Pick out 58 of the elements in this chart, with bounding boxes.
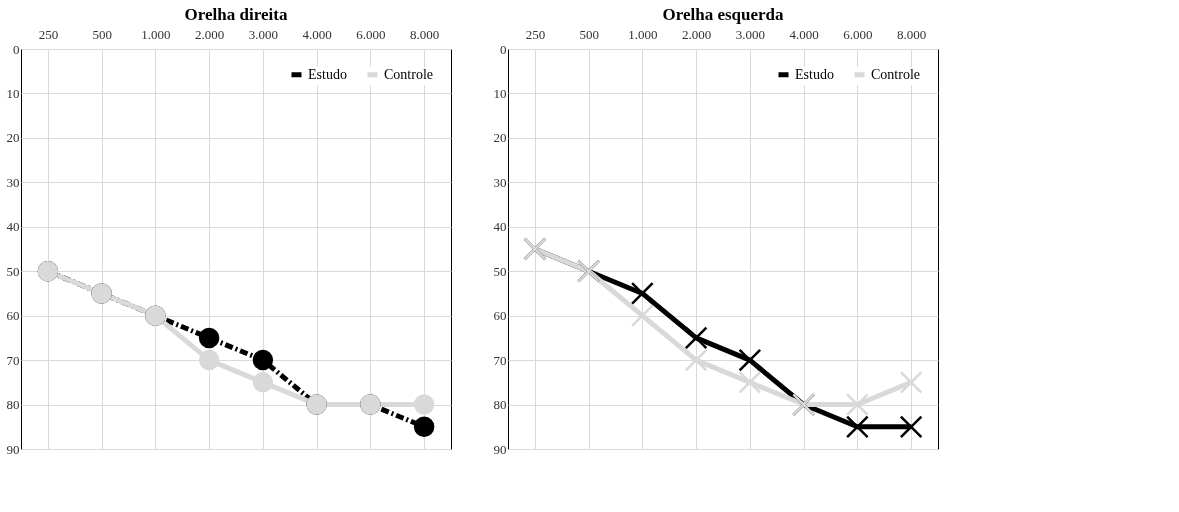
x-tick-label: 8.000 bbox=[410, 26, 440, 42]
x-tick-label: 4.000 bbox=[302, 26, 332, 42]
legend-label: Controle bbox=[871, 66, 920, 82]
y-tick-label: 20 bbox=[493, 130, 507, 146]
x-tick-label: 250 bbox=[525, 26, 546, 42]
y-tick-label: 10 bbox=[6, 85, 20, 101]
point bbox=[198, 327, 220, 349]
y-tick-label: 80 bbox=[6, 397, 20, 413]
x-tick-label: 1.000 bbox=[141, 26, 171, 42]
point bbox=[630, 281, 654, 305]
point bbox=[252, 372, 274, 393]
x-tick-label: 500 bbox=[579, 26, 599, 42]
y-tick-label: 70 bbox=[6, 352, 20, 368]
y-tick-label: 60 bbox=[6, 308, 20, 324]
x-tick-label: 3.000 bbox=[735, 26, 765, 42]
x-tick-label: 2.000 bbox=[195, 26, 225, 42]
point bbox=[738, 370, 762, 394]
x-tick-label: 1.000 bbox=[628, 26, 658, 42]
y-tick-label: 40 bbox=[493, 219, 507, 235]
y-tick-label: 10 bbox=[493, 85, 507, 101]
point bbox=[198, 349, 220, 371]
x-tick-label: 6.000 bbox=[356, 26, 386, 42]
y-tick-label: 40 bbox=[6, 219, 20, 235]
x-tick-label: 2.000 bbox=[682, 26, 712, 42]
point bbox=[845, 393, 869, 417]
y-tick-label: 50 bbox=[6, 263, 20, 279]
point bbox=[684, 348, 708, 372]
legend-label: Estudo bbox=[308, 66, 347, 82]
point bbox=[684, 326, 708, 350]
y-tick-label: 90 bbox=[493, 441, 507, 457]
y-tick-label: 20 bbox=[6, 130, 20, 146]
point bbox=[738, 348, 762, 372]
point bbox=[899, 370, 923, 394]
x-tick-label: 3.000 bbox=[248, 26, 278, 42]
x-tick-label: 8.000 bbox=[897, 26, 927, 42]
y-tick-label: 30 bbox=[493, 174, 507, 190]
legend-label: Controle bbox=[384, 66, 433, 82]
x-tick-label: 500 bbox=[92, 26, 112, 42]
x-tick-label: 4.000 bbox=[789, 26, 819, 42]
point bbox=[252, 349, 274, 371]
y-tick-label: 0 bbox=[13, 41, 20, 57]
point bbox=[413, 394, 435, 415]
point bbox=[845, 415, 869, 439]
y-tick-label: 30 bbox=[6, 174, 20, 190]
x-tick-label: 250 bbox=[38, 26, 59, 42]
y-tick-label: 50 bbox=[493, 263, 507, 279]
legend-label: Estudo bbox=[795, 66, 834, 82]
chart-title: Orelha direita bbox=[184, 5, 288, 24]
chart-title: Orelha esquerda bbox=[662, 5, 785, 24]
y-tick-label: 80 bbox=[493, 397, 507, 413]
y-tick-label: 60 bbox=[493, 308, 507, 324]
point bbox=[899, 415, 923, 439]
x-tick-label: 6.000 bbox=[843, 26, 873, 42]
point bbox=[630, 304, 654, 328]
y-tick-label: 70 bbox=[493, 352, 507, 368]
point bbox=[413, 416, 435, 437]
y-tick-label: 0 bbox=[500, 41, 507, 57]
y-tick-label: 90 bbox=[6, 441, 20, 457]
